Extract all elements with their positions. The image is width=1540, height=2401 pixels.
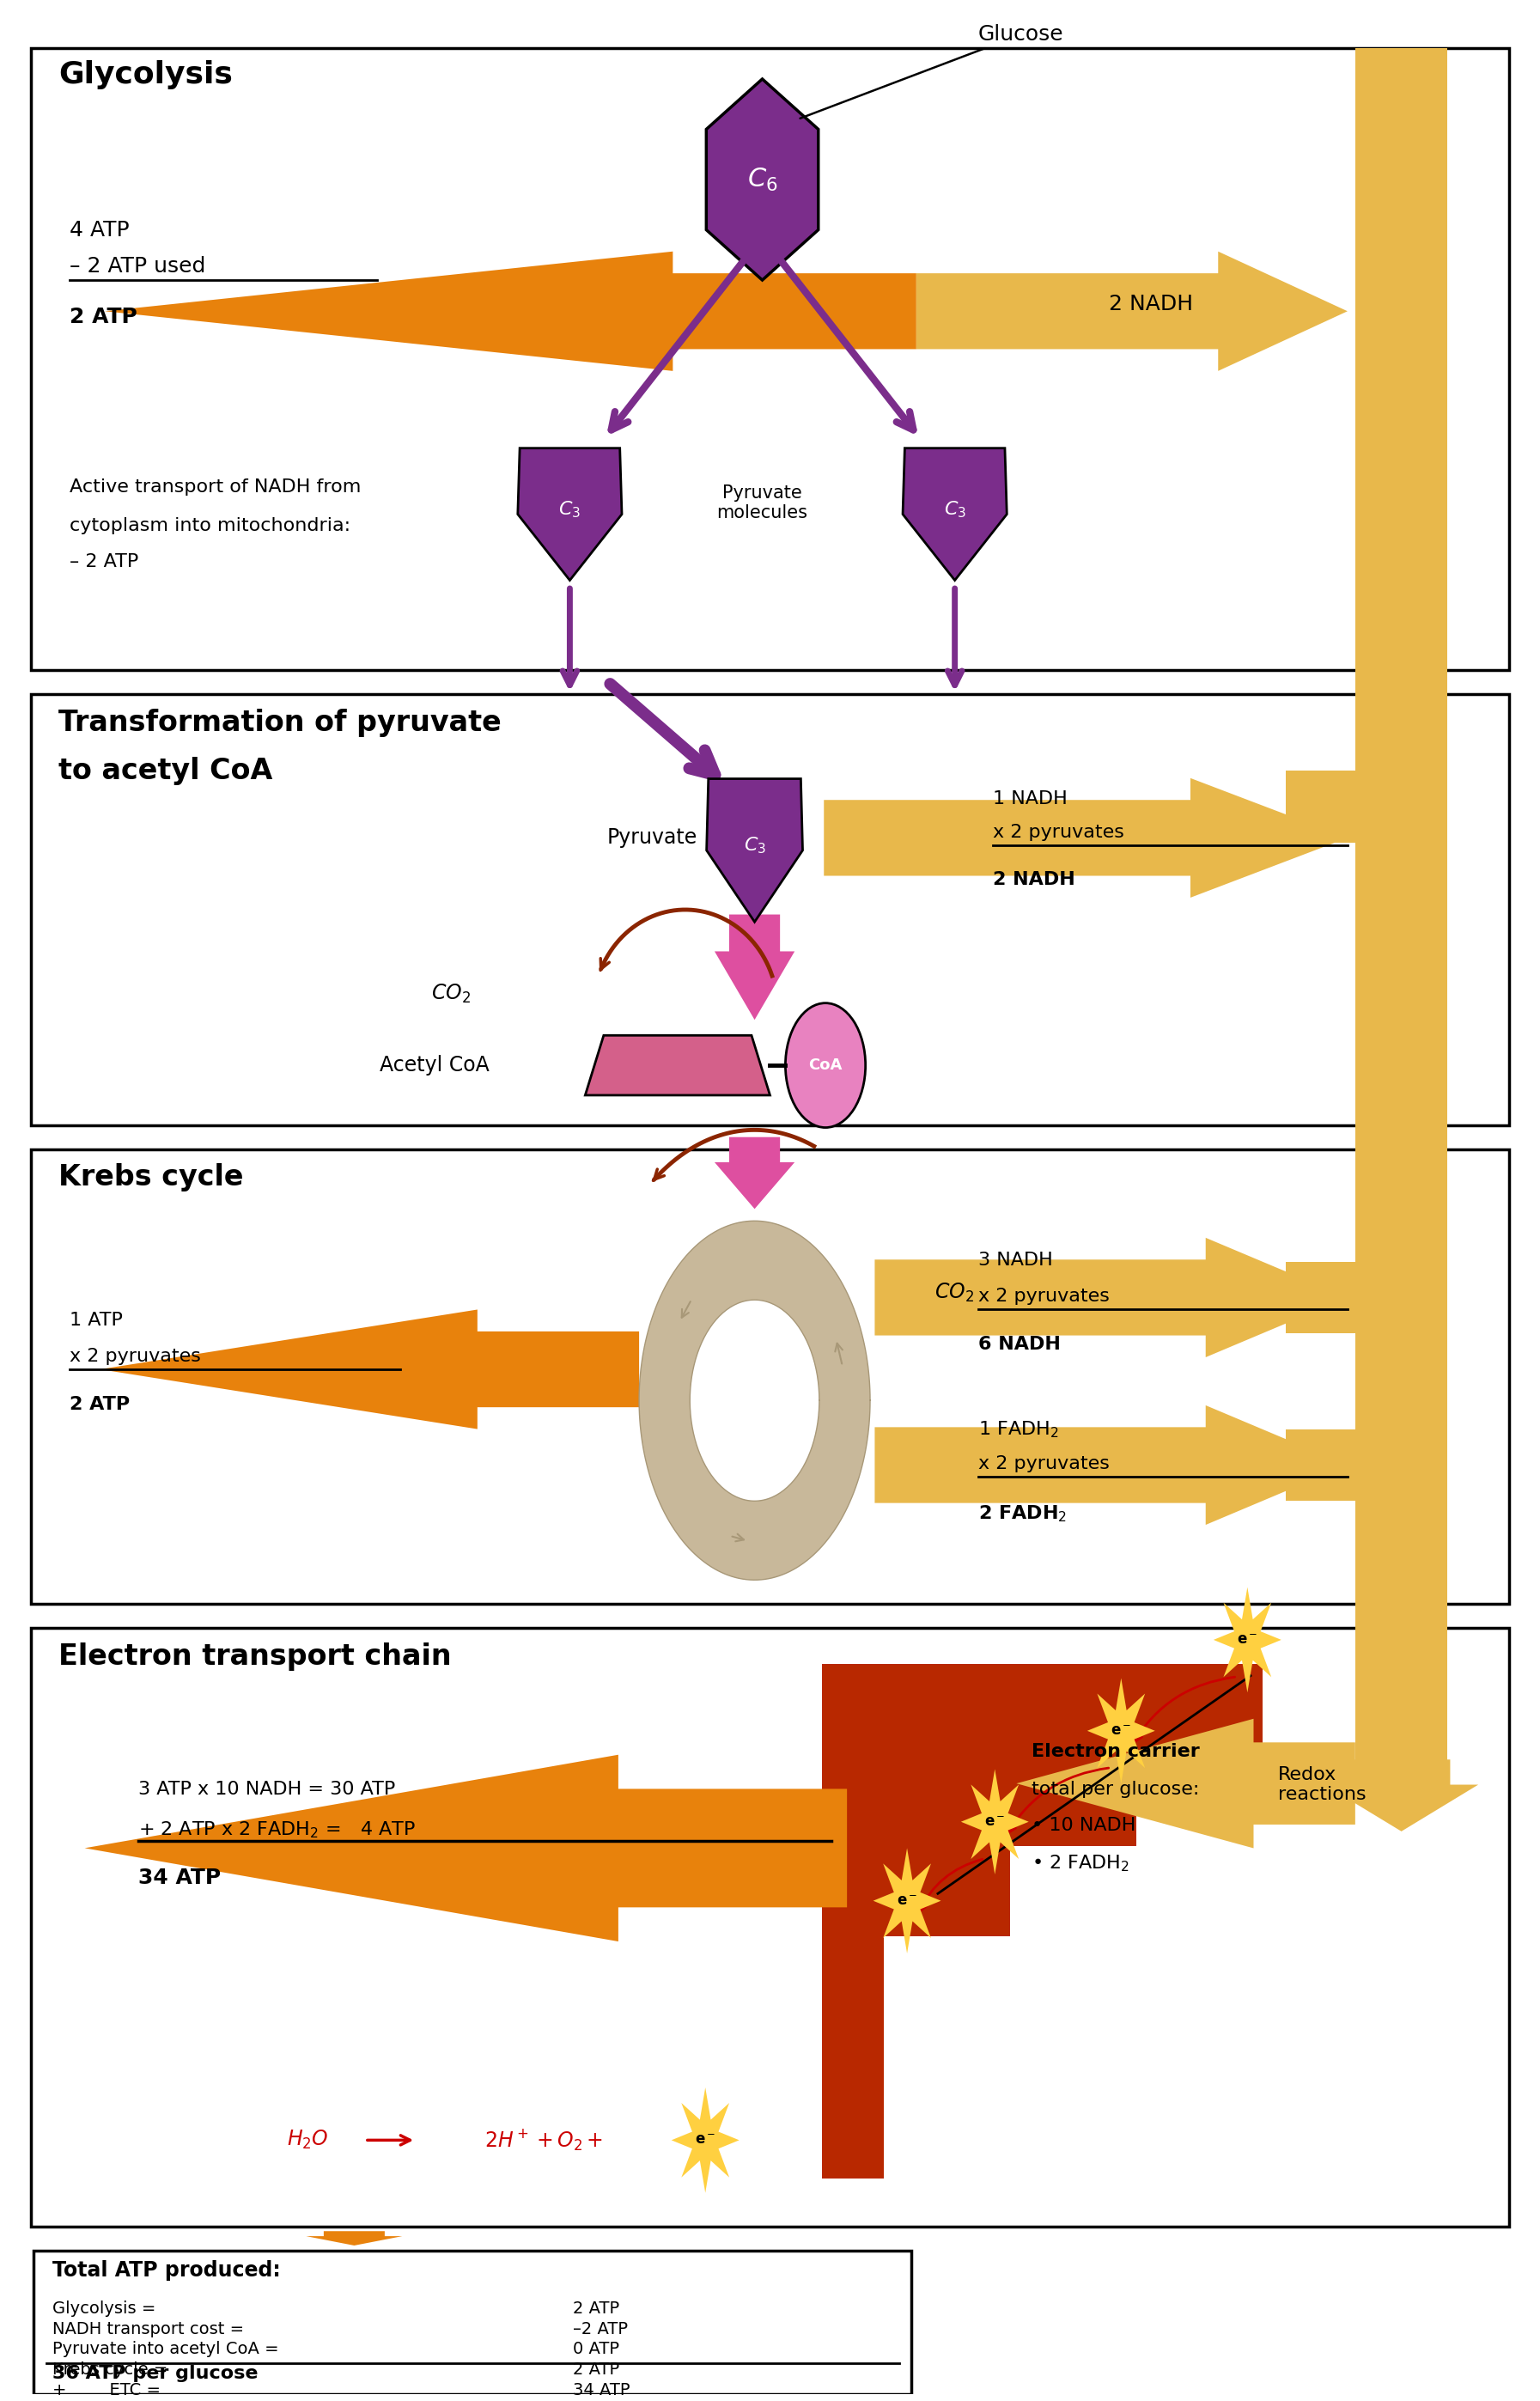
Text: 2 FADH$_2$: 2 FADH$_2$	[978, 1503, 1067, 1525]
Text: Krebs cycle: Krebs cycle	[59, 1164, 243, 1191]
Polygon shape	[85, 1755, 847, 1942]
Text: 3 ATP x 10 NADH = 30 ATP: 3 ATP x 10 NADH = 30 ATP	[139, 1782, 396, 1798]
Text: CoA: CoA	[809, 1056, 842, 1073]
Text: to acetyl CoA: to acetyl CoA	[59, 756, 273, 785]
Bar	[1286, 771, 1355, 843]
Text: e$^-$: e$^-$	[896, 1892, 918, 1909]
Text: 34 ATP: 34 ATP	[139, 1868, 222, 1887]
Text: $H_2O$: $H_2O$	[286, 2130, 330, 2151]
Polygon shape	[715, 915, 795, 1020]
Text: $C_3$: $C_3$	[559, 499, 581, 521]
Text: Krebs cycle =: Krebs cycle =	[52, 2363, 168, 2377]
Bar	[31, 48, 1509, 670]
Polygon shape	[671, 2086, 739, 2192]
Text: 2 NADH: 2 NADH	[993, 872, 1075, 888]
Text: $2H^+ + O_2 +$: $2H^+ + O_2 +$	[484, 2127, 604, 2154]
Text: Total ATP produced:: Total ATP produced:	[52, 2259, 280, 2281]
Polygon shape	[1214, 1587, 1281, 1693]
Text: 1 FADH$_2$: 1 FADH$_2$	[978, 1419, 1058, 1441]
Bar	[1286, 1261, 1355, 1333]
Polygon shape	[875, 1239, 1348, 1357]
Bar	[1286, 1429, 1355, 1501]
Text: x 2 pyruvates: x 2 pyruvates	[978, 1287, 1109, 1306]
Text: $CO_2$: $CO_2$	[431, 982, 471, 1004]
Polygon shape	[1324, 1760, 1478, 1832]
Text: NADH transport cost =: NADH transport cost =	[52, 2322, 243, 2336]
Text: cytoplasm into mitochondria:: cytoplasm into mitochondria:	[69, 516, 350, 535]
Text: 3 NADH: 3 NADH	[978, 1251, 1052, 1270]
Text: $C_6$: $C_6$	[747, 166, 778, 192]
Text: Active transport of NADH from: Active transport of NADH from	[69, 478, 360, 497]
Polygon shape	[1087, 1678, 1155, 1784]
Text: $CO_2$: $CO_2$	[935, 1282, 975, 1304]
Polygon shape	[100, 1309, 639, 1429]
Text: Redox
reactions: Redox reactions	[1278, 1767, 1366, 1803]
Polygon shape	[707, 778, 802, 922]
Text: 6 NADH: 6 NADH	[978, 1335, 1060, 1354]
Text: + 2 ATP x 2 FADH$_2$ = 4 ATP: + 2 ATP x 2 FADH$_2$ = 4 ATP	[139, 1820, 416, 1839]
Circle shape	[785, 1004, 865, 1128]
Text: x 2 pyruvates: x 2 pyruvates	[978, 1455, 1109, 1472]
Text: $C_3$: $C_3$	[744, 836, 765, 855]
Text: • 2 FADH$_2$: • 2 FADH$_2$	[1032, 1854, 1129, 1873]
Polygon shape	[916, 252, 1348, 372]
Text: 2 ATP: 2 ATP	[573, 2300, 619, 2317]
Text: Pyruvate into acetyl CoA =: Pyruvate into acetyl CoA =	[52, 2341, 279, 2358]
Polygon shape	[715, 1138, 795, 1210]
Text: 34 ATP: 34 ATP	[573, 2382, 630, 2399]
Text: +        ETC =: + ETC =	[52, 2382, 160, 2399]
Bar	[31, 694, 1509, 1126]
Text: • 10 NADH: • 10 NADH	[1032, 1818, 1137, 1834]
Text: Pyruvate
molecules: Pyruvate molecules	[716, 485, 809, 521]
Text: $C_3$: $C_3$	[944, 499, 966, 521]
Text: 4 ATP: 4 ATP	[69, 221, 129, 240]
Text: x 2 pyruvates: x 2 pyruvates	[69, 1347, 200, 1364]
Text: x 2 pyruvates: x 2 pyruvates	[993, 824, 1124, 840]
Text: e$^-$: e$^-$	[695, 2132, 716, 2149]
Polygon shape	[306, 2231, 402, 2245]
Text: e$^-$: e$^-$	[1110, 1724, 1132, 1738]
Text: 1 ATP: 1 ATP	[69, 1311, 123, 1330]
Polygon shape	[105, 252, 916, 372]
Polygon shape	[707, 79, 818, 281]
Text: Glycolysis =: Glycolysis =	[52, 2300, 156, 2317]
Circle shape	[639, 1220, 870, 1580]
Bar	[31, 1628, 1509, 2226]
Polygon shape	[902, 449, 1007, 581]
Text: Electron transport chain: Electron transport chain	[59, 1642, 451, 1671]
Text: 1 NADH: 1 NADH	[993, 790, 1067, 807]
Text: Transformation of pyruvate: Transformation of pyruvate	[59, 708, 502, 737]
Text: 36 ATP per glucose: 36 ATP per glucose	[52, 2365, 259, 2382]
Text: Glucose: Glucose	[801, 24, 1064, 118]
Text: e$^-$: e$^-$	[984, 1815, 1006, 1830]
Text: 2 NADH: 2 NADH	[1109, 293, 1194, 315]
Text: Pyruvate: Pyruvate	[607, 828, 698, 848]
Polygon shape	[822, 1664, 1263, 2178]
Text: Acetyl CoA: Acetyl CoA	[380, 1054, 490, 1076]
Text: Glycolysis: Glycolysis	[59, 60, 233, 89]
Text: total per glucose:: total per glucose:	[1032, 1782, 1200, 1798]
Circle shape	[690, 1299, 819, 1501]
Text: –2 ATP: –2 ATP	[573, 2322, 628, 2336]
Bar	[1355, 48, 1448, 1784]
Polygon shape	[873, 1849, 941, 1954]
Polygon shape	[1016, 1719, 1355, 1849]
Text: 2 ATP: 2 ATP	[69, 307, 137, 327]
Text: Electron carrier: Electron carrier	[1032, 1743, 1200, 1760]
Bar	[34, 2250, 912, 2394]
Polygon shape	[875, 1405, 1348, 1525]
Polygon shape	[517, 449, 622, 581]
Text: – 2 ATP used: – 2 ATP used	[69, 257, 205, 276]
Text: 2 ATP: 2 ATP	[69, 1395, 129, 1412]
Bar	[31, 1150, 1509, 1604]
Text: 2 ATP: 2 ATP	[573, 2363, 619, 2377]
Polygon shape	[961, 1770, 1029, 1875]
Polygon shape	[824, 778, 1348, 898]
Text: e$^-$: e$^-$	[1237, 1633, 1258, 1647]
Text: 0 ATP: 0 ATP	[573, 2341, 619, 2358]
Text: – 2 ATP: – 2 ATP	[69, 552, 139, 569]
Polygon shape	[585, 1035, 770, 1095]
